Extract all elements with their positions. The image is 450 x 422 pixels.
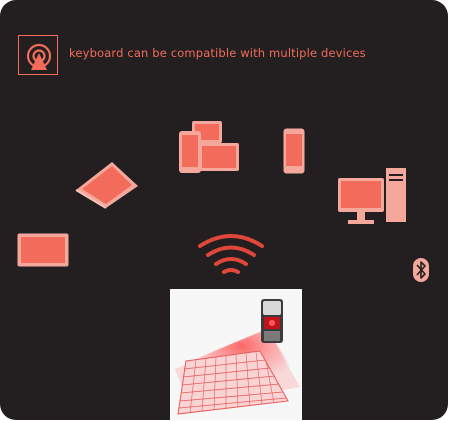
- tablet-landscape-icon: [17, 233, 69, 267]
- wireless-signal-icon: [198, 234, 264, 274]
- headline-text: keyboard can be compatible with multiple…: [69, 46, 366, 60]
- bluetooth-icon: [413, 258, 429, 282]
- tablet-phone-group-icon: [179, 121, 239, 173]
- wireless-broadcast-icon: [18, 35, 58, 75]
- smartphone-icon: [283, 128, 305, 174]
- desktop-computer-icon: [338, 168, 406, 224]
- laptop-icon: [75, 162, 138, 209]
- laser-projection-keyboard-photo: [170, 289, 302, 420]
